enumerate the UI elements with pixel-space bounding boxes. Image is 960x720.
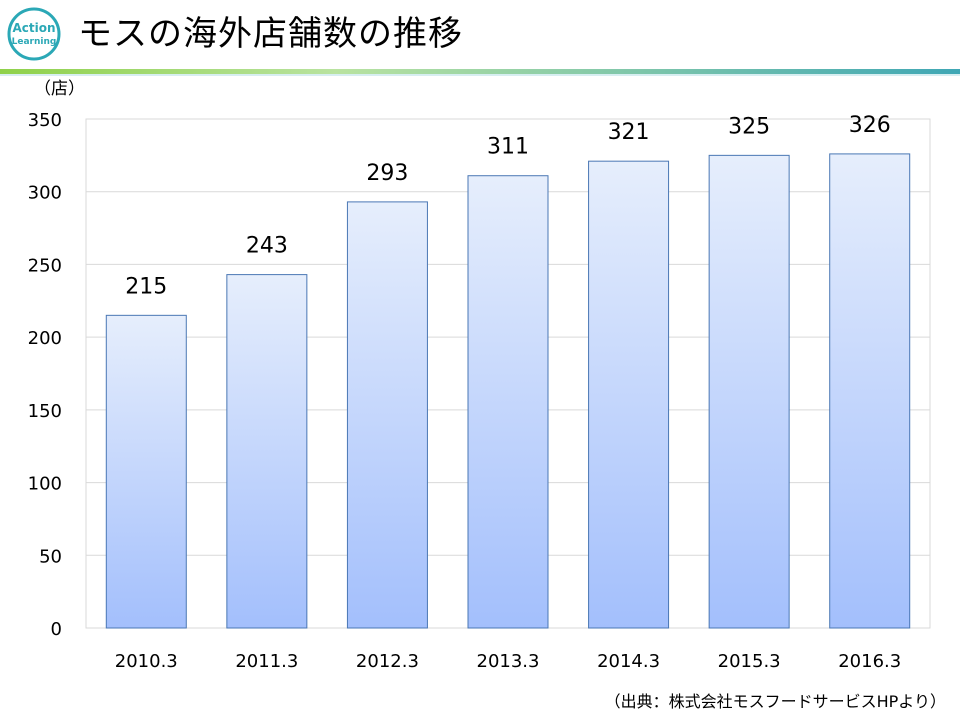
data-label: 325 bbox=[728, 114, 770, 139]
x-tick-label: 2016.3 bbox=[838, 651, 901, 672]
y-tick-label: 50 bbox=[39, 546, 62, 567]
data-label: 326 bbox=[849, 113, 891, 138]
action-learning-logo: Action Learning bbox=[7, 7, 61, 61]
y-tick-label: 300 bbox=[28, 183, 62, 204]
bar-2014.3 bbox=[588, 160, 670, 629]
x-tick-label: 2012.3 bbox=[356, 651, 419, 672]
x-tick-label: 2011.3 bbox=[235, 651, 298, 672]
y-tick-label: 200 bbox=[28, 328, 62, 349]
y-tick-label: 350 bbox=[28, 110, 62, 131]
y-tick-label: 100 bbox=[28, 474, 62, 495]
bar-2015.3 bbox=[708, 154, 790, 629]
header-rule bbox=[0, 69, 960, 76]
bar-2012.3 bbox=[346, 201, 428, 629]
y-tick-label: 0 bbox=[51, 619, 62, 640]
x-tick-label: 2013.3 bbox=[477, 651, 540, 672]
data-labels: 215 243 293 311 321 325 326 bbox=[125, 113, 890, 299]
bar-2010.3 bbox=[105, 314, 187, 629]
data-label: 293 bbox=[366, 161, 408, 186]
data-label: 311 bbox=[487, 135, 529, 160]
y-tick-label: 250 bbox=[28, 255, 62, 276]
x-axis-ticks: 2010.3 2011.3 2012.3 2013.3 2014.3 2015.3 2016… bbox=[115, 651, 901, 672]
bar-2011.3 bbox=[226, 274, 308, 629]
data-label: 321 bbox=[608, 120, 650, 145]
unit-label: （店） bbox=[34, 79, 85, 99]
logo-text-bottom: Learning bbox=[12, 37, 57, 47]
bars bbox=[105, 153, 911, 629]
x-tick-label: 2010.3 bbox=[115, 651, 178, 672]
y-axis-ticks: 0 50 100 150 200 250 300 350 bbox=[28, 110, 62, 640]
bar-2016.3 bbox=[829, 153, 911, 629]
x-tick-label: 2014.3 bbox=[597, 651, 660, 672]
x-tick-label: 2015.3 bbox=[718, 651, 781, 672]
y-tick-label: 150 bbox=[28, 401, 62, 422]
bar-2013.3 bbox=[467, 175, 549, 629]
data-label: 215 bbox=[125, 274, 167, 299]
source-note: （出典：株式会社モスフードサービスHPより） bbox=[604, 692, 946, 711]
page-title: モスの海外店舗数の推移 bbox=[78, 14, 463, 54]
data-label: 243 bbox=[246, 234, 288, 259]
logo-text-top: Action bbox=[12, 21, 55, 35]
